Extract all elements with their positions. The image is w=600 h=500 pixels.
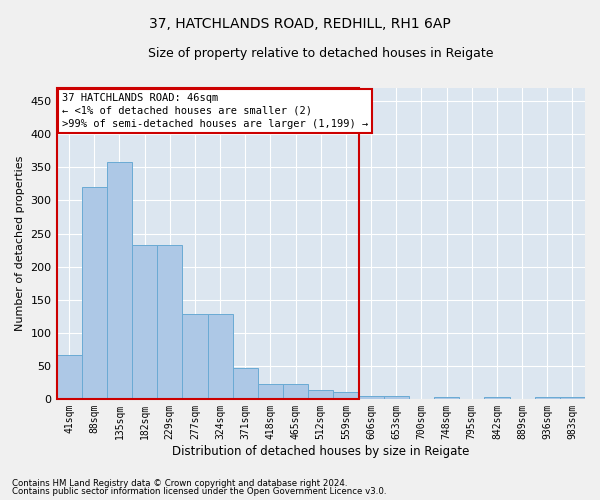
Bar bbox=[334, 392, 359, 399]
Bar bbox=[383, 396, 409, 399]
Text: Contains public sector information licensed under the Open Government Licence v3: Contains public sector information licen… bbox=[12, 487, 386, 496]
Bar bbox=[233, 368, 258, 399]
Bar bbox=[258, 384, 283, 399]
Bar bbox=[560, 397, 585, 399]
Bar bbox=[82, 186, 107, 399]
X-axis label: Distribution of detached houses by size in Reigate: Distribution of detached houses by size … bbox=[172, 444, 469, 458]
Text: Contains HM Land Registry data © Crown copyright and database right 2024.: Contains HM Land Registry data © Crown c… bbox=[12, 478, 347, 488]
Bar bbox=[182, 314, 208, 399]
Bar bbox=[308, 390, 334, 399]
Y-axis label: Number of detached properties: Number of detached properties bbox=[15, 156, 25, 331]
Bar bbox=[283, 384, 308, 399]
Bar bbox=[535, 397, 560, 399]
Bar bbox=[56, 88, 359, 399]
Text: 37, HATCHLANDS ROAD, REDHILL, RH1 6AP: 37, HATCHLANDS ROAD, REDHILL, RH1 6AP bbox=[149, 18, 451, 32]
Title: Size of property relative to detached houses in Reigate: Size of property relative to detached ho… bbox=[148, 48, 494, 60]
Bar bbox=[484, 397, 509, 399]
Bar bbox=[132, 245, 157, 399]
Bar bbox=[56, 355, 82, 399]
Text: 37 HATCHLANDS ROAD: 46sqm
← <1% of detached houses are smaller (2)
>99% of semi-: 37 HATCHLANDS ROAD: 46sqm ← <1% of detac… bbox=[62, 92, 368, 129]
Bar bbox=[107, 162, 132, 399]
Bar bbox=[359, 396, 383, 399]
Bar bbox=[208, 314, 233, 399]
Bar bbox=[434, 397, 459, 399]
Bar bbox=[157, 245, 182, 399]
